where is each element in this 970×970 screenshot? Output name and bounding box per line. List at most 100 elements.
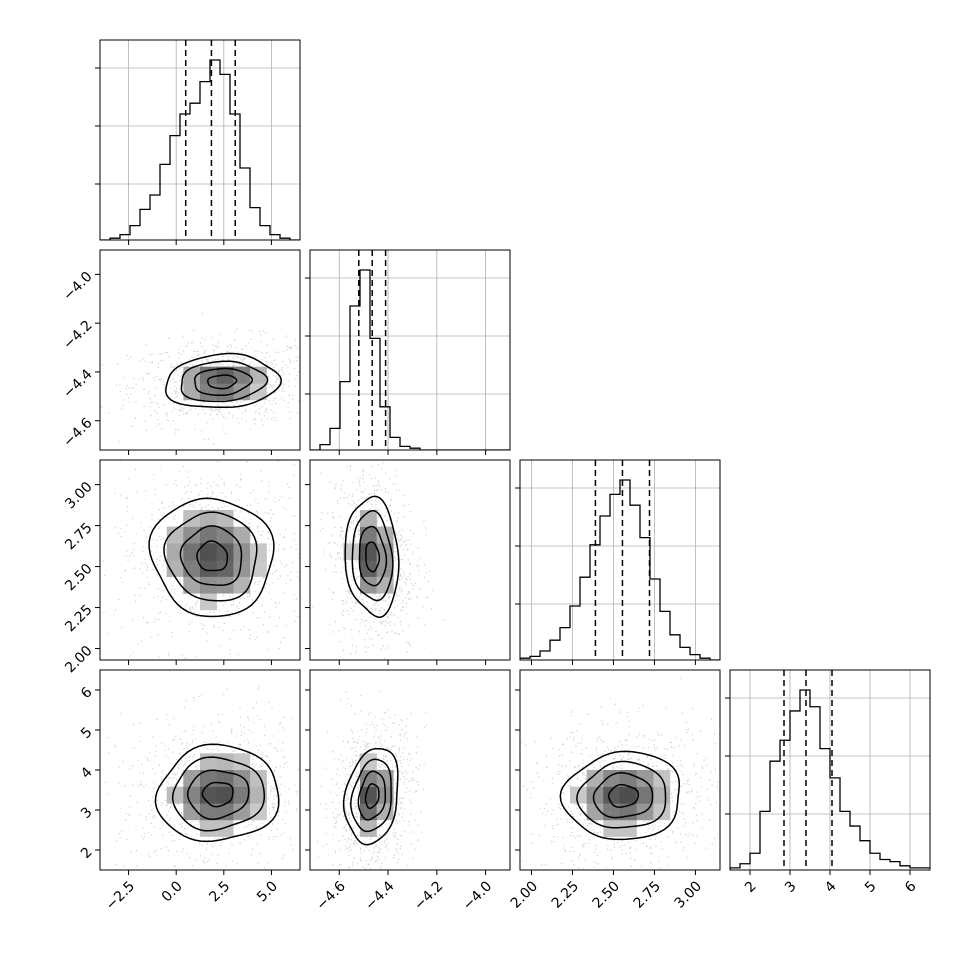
- x-tick-label: −4.2: [411, 878, 446, 913]
- density-cell: [233, 526, 251, 544]
- x-tick-label: 3.00: [672, 878, 705, 911]
- y-tick-label: 2: [78, 844, 96, 862]
- panel-frame: [309, 459, 511, 661]
- pair-panel-1-0: [95, 249, 301, 455]
- density-cell: [233, 576, 251, 594]
- panel-frame: [519, 459, 721, 661]
- contour-line: [592, 772, 654, 819]
- density-cell: [233, 803, 251, 821]
- density-cell: [200, 526, 217, 544]
- histogram-panel-0: [95, 39, 301, 245]
- x-tick-label: 0.0: [159, 878, 186, 905]
- density-cell: [376, 803, 394, 821]
- density-cell: [653, 786, 671, 804]
- density-cell: [250, 366, 267, 384]
- density-cell: [360, 543, 377, 561]
- density-cell: [586, 786, 604, 804]
- contour-line: [576, 760, 667, 829]
- x-tick-label: −2.5: [103, 878, 138, 913]
- density-cell: [200, 820, 217, 837]
- density-cell: [233, 560, 251, 577]
- contour-line: [194, 367, 254, 397]
- contour-line: [351, 510, 394, 602]
- density-cell: [183, 803, 201, 821]
- density-cell: [166, 543, 184, 561]
- contour-line: [154, 743, 280, 843]
- panel-frame: [99, 249, 301, 451]
- density-cell: [200, 593, 217, 611]
- density-cell: [586, 770, 604, 787]
- density-cell: [343, 543, 361, 561]
- scatter-points: [310, 460, 445, 660]
- density-cell: [233, 786, 251, 804]
- density-cell: [603, 820, 621, 837]
- density-cell: [216, 526, 234, 544]
- y-tick-label: 3: [78, 804, 96, 822]
- contour-line: [163, 511, 258, 602]
- pair-panel-3-2: [515, 669, 721, 875]
- histogram-step-2: [520, 479, 720, 660]
- panel-frame: [99, 459, 301, 661]
- contour-line: [350, 758, 392, 833]
- density-cell: [586, 803, 604, 821]
- density-cell: [200, 383, 217, 401]
- y-tick-label: 2.00: [62, 643, 95, 676]
- density-cell: [216, 820, 234, 837]
- x-tick-label: 2.50: [590, 878, 623, 911]
- y-tick-label: 3.00: [62, 479, 95, 512]
- x-tick-label: 6: [902, 878, 920, 896]
- density-cell: [250, 543, 267, 561]
- density-cell: [216, 753, 234, 771]
- panel-frame: [309, 249, 511, 451]
- density-cell: [200, 543, 217, 561]
- x-tick-label: 4: [822, 878, 840, 896]
- contour-line: [179, 525, 243, 586]
- contour-line: [180, 360, 269, 403]
- density-cell: [620, 786, 637, 804]
- x-tick-label: −4.4: [362, 878, 397, 913]
- contour-line: [365, 541, 381, 573]
- y-tick-label: −4.0: [60, 269, 95, 304]
- density-cell: [216, 786, 234, 804]
- histogram-panel-3: [725, 669, 931, 875]
- density-cell: [200, 803, 217, 821]
- contour-line: [358, 525, 388, 587]
- density-cell: [250, 786, 267, 804]
- y-tick-label: −4.4: [60, 366, 95, 401]
- x-tick-label: 5.0: [254, 878, 281, 905]
- contour-line: [364, 783, 380, 810]
- panel-frame: [309, 669, 511, 871]
- histogram-panel-2: [515, 459, 721, 665]
- x-tick-label: 5: [862, 878, 880, 896]
- contour-line: [342, 747, 399, 846]
- density-cell: [183, 770, 201, 787]
- contour-line: [171, 756, 266, 832]
- pair-panel-2-1: [305, 459, 511, 665]
- density-cell: [376, 770, 394, 787]
- y-tick-label: 2.25: [62, 602, 95, 635]
- density-cell: [166, 786, 184, 804]
- contour-line: [196, 540, 229, 572]
- x-tick-label: −4.6: [314, 878, 349, 913]
- y-tick-label: 6: [78, 684, 96, 702]
- contour-line: [344, 495, 400, 618]
- density-cell: [603, 786, 621, 804]
- density-cell: [183, 383, 201, 401]
- x-tick-label: 2.75: [631, 878, 664, 911]
- contour-line: [357, 770, 387, 821]
- histogram-panel-1: [305, 249, 511, 455]
- density-cell: [636, 786, 654, 804]
- x-tick-label: 2.5: [206, 878, 233, 905]
- pair-panel-3-0: [95, 669, 301, 875]
- x-tick-label: −4.0: [460, 878, 495, 913]
- pair-panel-3-1: [305, 669, 511, 875]
- density-cell: [183, 786, 201, 804]
- y-tick-label: 4: [78, 764, 96, 782]
- x-tick-label: 2.25: [549, 878, 582, 911]
- density-cell: [166, 526, 184, 544]
- contour-line: [148, 497, 275, 618]
- density-cell: [183, 543, 201, 561]
- y-tick-label: 5: [78, 724, 96, 742]
- density-cell: [360, 820, 377, 837]
- density-cell: [200, 510, 217, 527]
